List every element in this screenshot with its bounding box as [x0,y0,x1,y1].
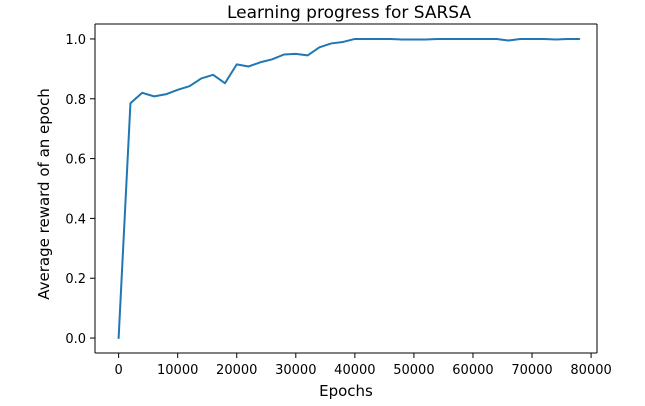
x-tick-label: 20000 [216,363,257,378]
y-tick-label: 0.2 [65,272,86,287]
x-axis-label: Epochs [319,382,373,400]
x-tick-label: 10000 [157,363,198,378]
x-tick-label: 50000 [393,363,434,378]
x-tick-label: 40000 [334,363,375,378]
y-tick-label: 1.0 [65,33,86,48]
x-tick-label: 30000 [275,363,316,378]
chart-title: Learning progress for SARSA [227,3,471,23]
y-axis-label: Average reward of an epoch [35,88,53,299]
x-tick-label: 0 [114,363,122,378]
y-tick-label: 0.6 [65,153,86,168]
y-tick-label: 0.8 [65,93,86,108]
y-tick-label: 0.0 [65,332,86,347]
x-tick-label: 80000 [570,363,611,378]
x-tick-label: 70000 [511,363,552,378]
y-tick-label: 0.4 [65,212,86,227]
series-line [117,37,581,340]
x-tick-label: 60000 [452,363,493,378]
plot-area: 0 10000 20000 30000 40000 50000 60000 70000 8000… [65,23,612,378]
